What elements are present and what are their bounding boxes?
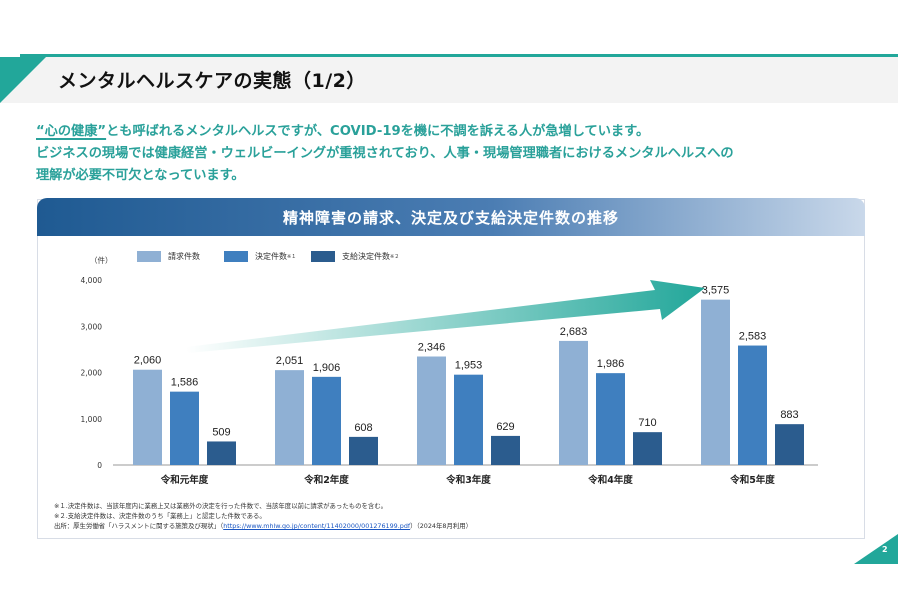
bar-claims: [275, 370, 304, 465]
lead-line-3: 理解が必要不可欠となっています。: [36, 168, 245, 183]
title-corner-triangle: [0, 57, 46, 103]
bar-value-label: 710: [638, 417, 656, 429]
bar-value-label: 2,060: [134, 355, 162, 367]
bar-value-label: 608: [354, 422, 372, 434]
y-tick-label: 4,000: [81, 276, 103, 285]
legend-item-decisions: 決定件数 ※１: [224, 250, 296, 262]
source-link[interactable]: https://www.mhlw.go.jp/content/11402000/…: [223, 522, 411, 530]
bar-value-label: 2,051: [276, 355, 304, 367]
legend-label-decisions: 決定件数: [255, 251, 287, 261]
x-category-label: 令和2年度: [303, 474, 349, 486]
y-axis-unit-label: （件）: [90, 255, 113, 265]
footnote-1: ※１.決定件数は、当該年度内に業務上又は業務外の決定を行った件数で、当該年度以前…: [54, 502, 388, 510]
bar-claims: [559, 340, 588, 465]
legend-label-claims: 請求件数: [168, 251, 200, 261]
bar-decisions: [596, 373, 625, 465]
lead-text: “心の健康”とも呼ばれるメンタルヘルスですが、COVID-19を機に不調を訴える…: [36, 121, 876, 187]
title-accent-line: [20, 54, 898, 57]
page-number: 2: [882, 545, 888, 554]
bar-approved: [491, 435, 520, 465]
source-suffix: ）（2024年8月利用）: [410, 522, 473, 530]
bar-approved: [775, 424, 804, 465]
legend-sup-approved: ※２: [390, 253, 400, 260]
bar-decisions: [312, 376, 341, 465]
bar-value-label: 1,986: [597, 358, 625, 370]
bar-value-label: 2,683: [560, 326, 588, 338]
y-tick-label: 2,000: [81, 369, 103, 378]
bar-claims: [133, 369, 162, 465]
bar-approved: [633, 432, 662, 465]
legend-item-approved: 支給決定件数 ※２: [311, 250, 399, 262]
bar-value-label: 629: [496, 421, 514, 433]
legend-item-claims: 請求件数: [137, 250, 200, 262]
x-category-label: 令和元年度: [160, 474, 209, 486]
y-tick-label: 3,000: [81, 322, 103, 331]
lead-line-1-rest: とも呼ばれるメンタルヘルスですが、COVID-19を機に不調を訴える人が急増して…: [106, 124, 650, 139]
legend-sup-decisions: ※１: [287, 253, 297, 260]
page-number-triangle: [854, 534, 898, 564]
title-bar: [0, 57, 898, 103]
bar-approved: [349, 436, 378, 465]
legend-swatch-approved: [311, 250, 335, 262]
bar-value-label: 1,586: [171, 377, 199, 389]
page-title: メンタルヘルスケアの実態（1/2）: [58, 70, 366, 92]
bar-decisions: [738, 345, 767, 465]
bar-value-label: 1,953: [455, 360, 483, 372]
bar-claims: [417, 356, 446, 465]
chart-title: 精神障害の請求、決定及び支給決定件数の推移: [282, 209, 619, 227]
footnote-2: ※２.支給決定件数は、決定件数のうち「業務上」と認定した件数である。: [54, 512, 266, 520]
legend-label-approved: 支給決定件数: [342, 251, 390, 261]
y-tick-label: 0: [97, 461, 102, 470]
lead-keyword: “心の健康”: [36, 124, 107, 139]
bar-claims: [701, 299, 730, 465]
bar-value-label: 2,346: [418, 341, 446, 353]
bar-value-label: 2,583: [739, 331, 767, 343]
x-category-label: 令和3年度: [445, 474, 491, 486]
x-category-label: 令和4年度: [587, 474, 633, 486]
bar-value-label: 3,575: [702, 285, 730, 297]
y-tick-label: 1,000: [81, 415, 103, 424]
lead-line-2: ビジネスの現場では健康経営・ウェルビーイングが重視されており、人事・現場管理職者…: [36, 146, 734, 161]
trend-arrow: [186, 280, 705, 353]
footnotes: ※１.決定件数は、当該年度内に業務上又は業務外の決定を行った件数で、当該年度以前…: [54, 501, 472, 531]
legend-swatch-claims: [137, 250, 161, 262]
bar-decisions: [170, 391, 199, 465]
bar-approved: [207, 441, 236, 465]
chart-header-bar: [37, 198, 865, 236]
source-prefix: 出所：厚生労働省「ハラスメントに関する施策及び現状」（: [54, 522, 224, 530]
bar-value-label: 509: [212, 426, 230, 438]
bar-decisions: [454, 374, 483, 465]
legend-swatch-decisions: [224, 250, 248, 262]
source-line: 出所：厚生労働省「ハラスメントに関する施策及び現状」（https://www.m…: [54, 521, 472, 531]
x-category-label: 令和5年度: [729, 474, 775, 486]
bar-value-label: 883: [780, 409, 798, 421]
lead-line-1: “心の健康”とも呼ばれるメンタルヘルスですが、COVID-19を機に不調を訴える…: [36, 121, 876, 143]
bar-value-label: 1,906: [313, 362, 341, 374]
